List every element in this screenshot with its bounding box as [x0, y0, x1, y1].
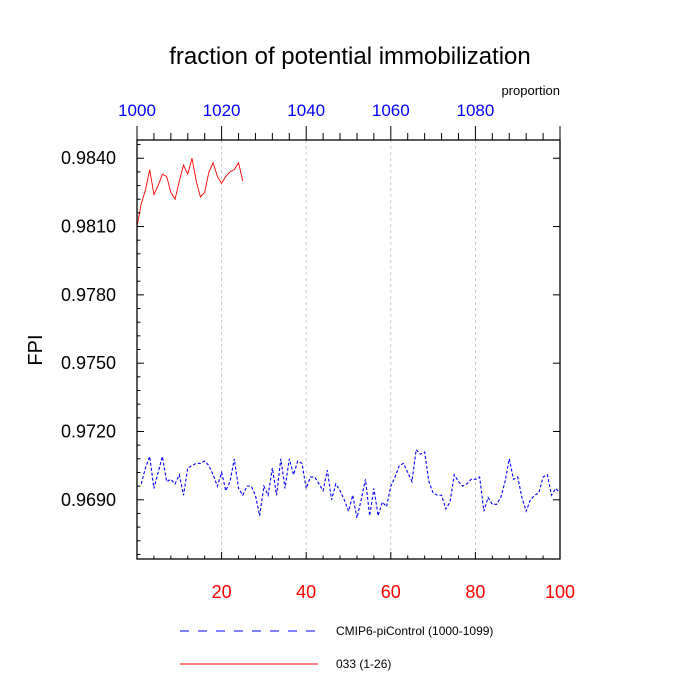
y-tick-label: 0.9690: [61, 490, 116, 510]
chart-title: fraction of potential immobilization: [169, 43, 531, 70]
top-axis-label: proportion: [501, 83, 560, 98]
y-tick-label: 0.9720: [61, 421, 116, 441]
top-tick-label: 1080: [456, 101, 494, 120]
top-tick-label: 1020: [203, 101, 241, 120]
plot-frame: [136, 139, 561, 560]
legend-label: 033 (1-26): [336, 657, 391, 671]
series-lines: [136, 158, 561, 519]
x-tick-label: 40: [296, 582, 316, 602]
top-tick-label: 1040: [287, 101, 325, 120]
legend: CMIP6-piControl (1000-1099) 033 (1-26): [180, 624, 493, 671]
y-tick-label: 0.9750: [61, 353, 116, 373]
x-tick-label: 20: [212, 582, 232, 602]
y-axis-label: FPI: [25, 334, 47, 365]
series-line-033: [136, 158, 244, 227]
y-tick-label: 0.9810: [61, 217, 116, 237]
y-tick-label: 0.9780: [61, 285, 116, 305]
x-tick-label: 80: [465, 582, 485, 602]
axis-ticks: 20 40 60 80 100 1000 1020 1040 1060 1080 0.9690 0.9…: [61, 101, 575, 602]
top-tick-label: 1060: [372, 101, 410, 120]
y-tick-label: 0.9840: [61, 148, 116, 168]
top-tick-label: 1000: [118, 101, 156, 120]
series-line-picontrol: [140, 448, 561, 519]
legend-label: CMIP6-piControl (1000-1099): [336, 624, 493, 638]
x-tick-label: 100: [545, 582, 575, 602]
x-tick-label: 60: [381, 582, 401, 602]
grid-lines: [221, 140, 476, 559]
